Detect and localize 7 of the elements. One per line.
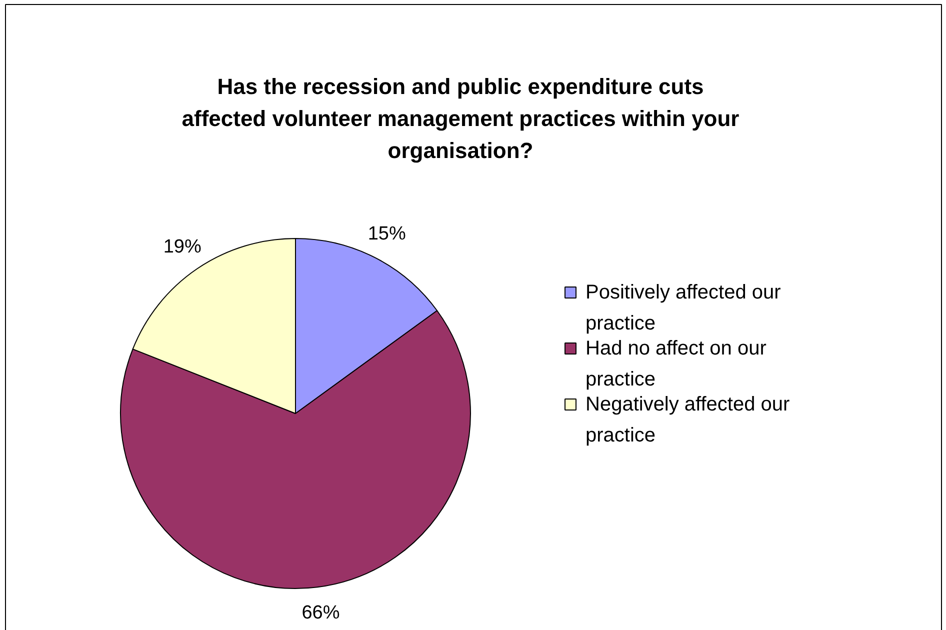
data-label: 19% bbox=[163, 236, 202, 258]
legend-label: Had no affect on our practice bbox=[586, 338, 767, 390]
legend-label: Positively affected our practice bbox=[586, 282, 782, 334]
legend-label: Negatively affected our practice bbox=[586, 394, 790, 446]
data-label: 66% bbox=[302, 602, 340, 624]
data-label: 15% bbox=[368, 224, 406, 245]
chart-title: Has the recession and public expenditure cuts affected volunteer management practices within your organisation? bbox=[182, 74, 740, 163]
